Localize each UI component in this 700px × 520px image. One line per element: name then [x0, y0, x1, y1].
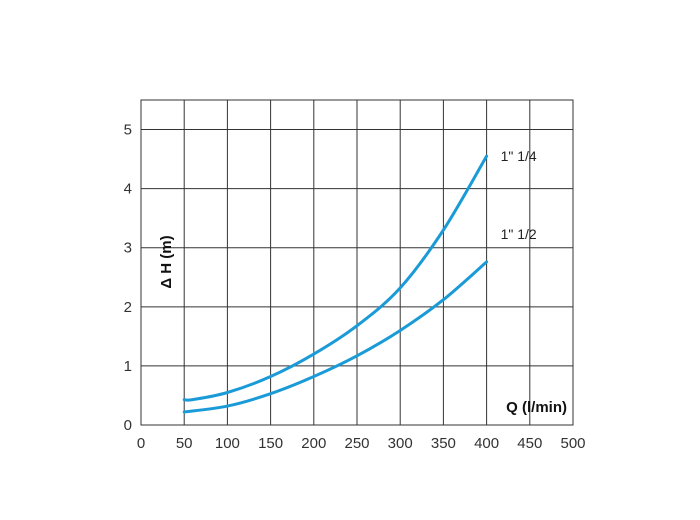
x-tick-label: 50 — [176, 435, 193, 452]
y-tick-label: 3 — [124, 240, 132, 257]
series-label: 1" 1/2 — [501, 226, 537, 242]
x-tick-labels: 0 50 100 150 200 250 300 350 400 450 500 — [137, 435, 586, 452]
x-axis-label: Q (l/min) — [506, 399, 567, 416]
y-tick-labels: 0 1 2 3 4 5 — [124, 122, 132, 434]
y-axis-label: Δ H (m) — [158, 235, 175, 288]
x-tick-label: 450 — [517, 435, 542, 452]
x-tick-label: 500 — [560, 435, 585, 452]
series-label: 1" 1/4 — [501, 148, 537, 164]
x-tick-label: 250 — [344, 435, 369, 452]
series-line — [182, 154, 489, 402]
grid — [141, 100, 573, 425]
y-tick-label: 1 — [124, 358, 132, 375]
x-tick-label: 0 — [137, 435, 145, 452]
x-tick-label: 300 — [388, 435, 413, 452]
x-tick-label: 350 — [431, 435, 456, 452]
y-tick-label: 4 — [124, 181, 132, 198]
plot-frame — [140, 99, 574, 426]
series-group: 1" 1/4 1" 1/2 — [182, 148, 537, 414]
x-tick-label: 400 — [474, 435, 499, 452]
x-tick-label: 200 — [301, 435, 326, 452]
y-tick-label: 0 — [124, 417, 132, 434]
y-tick-label: 2 — [124, 299, 132, 316]
y-tick-label: 5 — [124, 122, 132, 139]
series-line — [182, 260, 489, 414]
x-tick-label: 100 — [215, 435, 240, 452]
x-tick-label: 150 — [258, 435, 283, 452]
